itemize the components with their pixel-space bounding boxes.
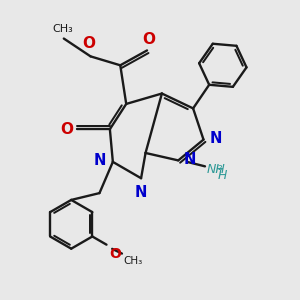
Text: CH₃: CH₃ — [123, 256, 143, 266]
Text: N: N — [209, 130, 222, 146]
Text: N: N — [184, 152, 196, 167]
Text: O: O — [142, 32, 155, 47]
Text: ₂: ₂ — [218, 160, 222, 173]
Text: CH₃: CH₃ — [52, 24, 73, 34]
Text: O: O — [61, 122, 74, 137]
Text: NH: NH — [206, 163, 225, 176]
Text: H: H — [217, 169, 226, 182]
Text: O: O — [82, 36, 96, 51]
Text: N: N — [135, 185, 147, 200]
Text: N: N — [94, 153, 106, 168]
Text: O: O — [109, 247, 121, 261]
